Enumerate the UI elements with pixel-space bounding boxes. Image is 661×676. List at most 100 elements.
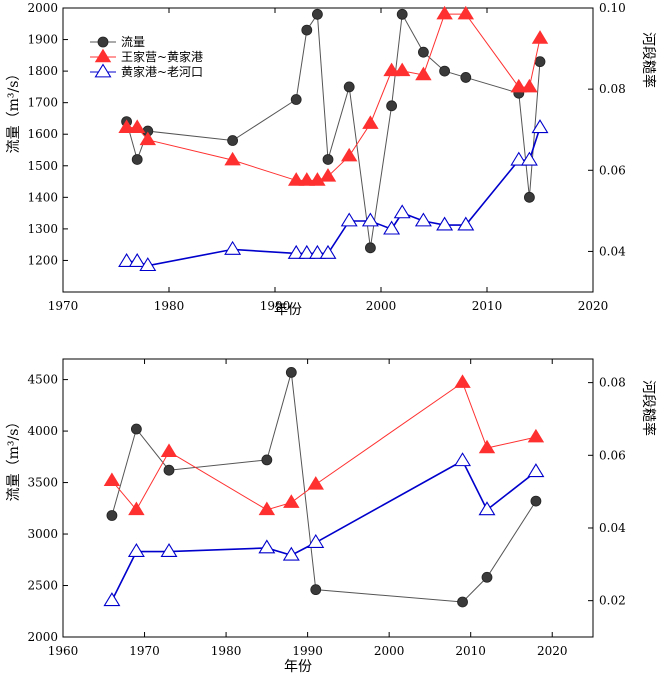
- data-point: [524, 191, 535, 203]
- y-tick-label: 4500: [27, 373, 58, 387]
- data-point: [343, 81, 355, 93]
- data-point: [478, 501, 496, 516]
- data-point: [307, 533, 325, 548]
- x-tick-label: 2000: [374, 644, 405, 658]
- chart-panel-2: 1960 1970 1980 1990 2000 2010 2020 2000 2500 3000…: [6, 358, 657, 675]
- series-line: [126, 12, 541, 248]
- data-point: [258, 539, 276, 554]
- data-point: [534, 56, 546, 68]
- series-triangle-open: [103, 452, 545, 607]
- data-point: [310, 584, 322, 596]
- y-tick-label: 1400: [27, 190, 58, 204]
- data-point: [307, 476, 324, 490]
- data-point: [309, 172, 326, 186]
- data-point: [283, 494, 300, 508]
- data-point: [224, 240, 242, 255]
- data-point: [510, 151, 528, 166]
- y2-tick-label: 0.08: [599, 82, 626, 96]
- x-tick-label: 1970: [48, 299, 79, 313]
- y-tick-label: 1700: [27, 96, 58, 110]
- data-point: [319, 168, 337, 182]
- data-point: [103, 592, 121, 607]
- y2-axis-label: 河段糙率: [640, 380, 657, 436]
- data-point: [261, 454, 273, 466]
- data-point: [457, 5, 475, 20]
- data-point: [285, 366, 297, 378]
- y-tick-label: 3000: [27, 527, 58, 541]
- chart-panel-1: 1970 1980 1990 2000 2010 2020 1200 1300 1400 1500…: [6, 1, 657, 318]
- data-point: [160, 443, 178, 457]
- y2-tick-label: 0.06: [599, 448, 626, 462]
- y-axis-label: 流量（m³/s）: [6, 415, 22, 502]
- data-point: [311, 8, 323, 20]
- data-point: [128, 501, 145, 516]
- x-tick-label: 1970: [129, 644, 160, 658]
- data-point: [383, 62, 400, 77]
- data-point: [322, 154, 334, 165]
- x-tick-label: 2020: [537, 644, 568, 658]
- data-point: [340, 212, 358, 227]
- x-axis-label: 年份: [284, 659, 312, 675]
- legend-label: 流量: [121, 35, 145, 49]
- data-point: [131, 154, 143, 165]
- data-point: [298, 244, 316, 259]
- x-tick-label: 1990: [292, 644, 323, 658]
- data-point: [454, 374, 471, 388]
- data-point: [454, 452, 472, 467]
- y-tick-label: 1900: [27, 33, 58, 47]
- data-point: [478, 439, 496, 454]
- legend-marker: [94, 48, 112, 63]
- x-axis-label: 年份: [274, 302, 302, 318]
- y-tick-label: 1500: [27, 159, 58, 173]
- y-tick-label: 3500: [27, 476, 58, 490]
- data-point: [436, 5, 453, 20]
- data-point: [319, 244, 337, 259]
- data-point: [481, 571, 493, 583]
- series-triangle-open: [118, 119, 549, 272]
- plot-frame: [62, 358, 594, 638]
- y-tick-label: 1300: [27, 222, 58, 236]
- y-tick-label: 1800: [27, 64, 58, 78]
- data-point: [527, 428, 545, 443]
- legend-marker: [94, 63, 112, 78]
- data-point: [396, 8, 408, 20]
- series-line: [111, 372, 537, 603]
- series-triangle-filled: [103, 374, 545, 516]
- data-point: [393, 62, 411, 77]
- data-point: [118, 119, 135, 133]
- data-point: [364, 242, 376, 254]
- data-point: [361, 212, 379, 227]
- data-point: [163, 464, 175, 476]
- data-point: [298, 172, 316, 186]
- y-tick-label: 4000: [27, 424, 58, 438]
- y-tick-label: 2000: [27, 630, 58, 644]
- data-point: [531, 119, 549, 134]
- data-point: [139, 131, 157, 146]
- data-point: [130, 423, 142, 435]
- x-tick-label: 2010: [455, 644, 486, 658]
- data-point: [386, 100, 398, 112]
- data-point: [531, 30, 549, 44]
- series-line: [126, 13, 541, 181]
- data-point: [106, 510, 118, 521]
- data-point: [128, 253, 146, 267]
- x-tick-label: 2020: [578, 299, 609, 313]
- data-point: [128, 119, 146, 133]
- data-point: [340, 147, 358, 162]
- data-point: [139, 257, 157, 272]
- y2-axis-label: 河段糙率: [640, 32, 657, 88]
- data-point: [258, 501, 276, 516]
- legend-label: 王家营~黄家港: [121, 49, 203, 64]
- data-point: [290, 94, 302, 105]
- y-axis-label: 流量（m³/s）: [6, 67, 22, 154]
- data-point: [530, 495, 542, 507]
- series-line: [111, 381, 537, 511]
- y-tick-label: 1600: [27, 127, 58, 141]
- legend-marker: [97, 36, 109, 48]
- y2-tick-label: 0.08: [599, 376, 626, 390]
- series-triangle-filled: [118, 5, 549, 186]
- data-point: [287, 172, 305, 186]
- y-tick-label: 2500: [27, 579, 58, 593]
